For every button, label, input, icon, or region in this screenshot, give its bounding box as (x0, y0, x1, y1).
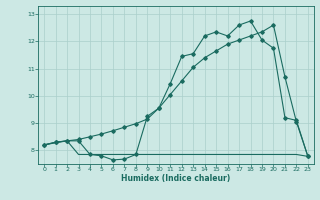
X-axis label: Humidex (Indice chaleur): Humidex (Indice chaleur) (121, 174, 231, 183)
